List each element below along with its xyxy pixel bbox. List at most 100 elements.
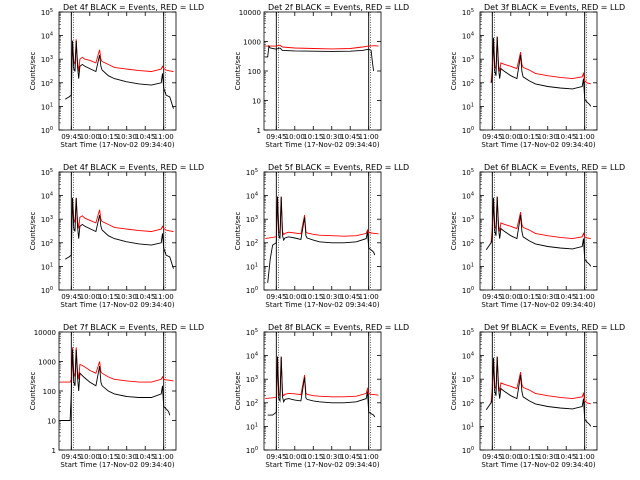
x-axis-title: Start Time (17-Nov-02 09:34:40) bbox=[481, 141, 595, 149]
y-tick-label: 102 bbox=[246, 399, 258, 408]
x-tick-label: 10:30 bbox=[117, 453, 137, 461]
plot-frame bbox=[479, 331, 598, 451]
y-tick-label: 104 bbox=[462, 192, 474, 201]
events-series-line bbox=[60, 349, 171, 421]
y-axis-title: Counts/sec bbox=[29, 372, 37, 411]
y-tick-label: 105 bbox=[246, 328, 258, 337]
panel-title: Det 3f BLACK = Events, RED = LLD bbox=[484, 3, 625, 12]
x-axis-title: Start Time (17-Nov-02 09:34:40) bbox=[265, 141, 379, 149]
x-axis-title: Start Time (17-Nov-02 09:34:40) bbox=[60, 141, 174, 149]
events-series-line bbox=[64, 40, 174, 109]
x-tick-label: 10:00 bbox=[80, 453, 100, 461]
y-tick-label: 101 bbox=[41, 102, 53, 111]
y-tick-label: 100 bbox=[43, 388, 56, 396]
lld-series-line bbox=[265, 44, 379, 50]
plot-frame bbox=[58, 11, 177, 131]
x-tick-label: 10:15 bbox=[519, 453, 539, 461]
y-axis-title: Counts/sec bbox=[29, 212, 37, 251]
x-tick-label: 10:45 bbox=[556, 133, 576, 141]
x-tick-label: 10:00 bbox=[80, 293, 100, 301]
y-tick-label: 103 bbox=[246, 215, 258, 224]
x-tick-label: 11:00 bbox=[359, 293, 379, 301]
y-axis-title: Counts/sec bbox=[234, 212, 242, 251]
y-tick-label: 105 bbox=[462, 8, 474, 17]
plot-frame bbox=[263, 171, 382, 291]
y-tick-label: 1 bbox=[257, 127, 261, 135]
y-tick-label: 103 bbox=[41, 215, 53, 224]
x-tick-label: 10:45 bbox=[135, 453, 155, 461]
x-tick-label: 10:30 bbox=[117, 293, 137, 301]
events-series-line bbox=[485, 196, 592, 267]
y-tick-label: 101 bbox=[462, 262, 474, 271]
y-tick-label: 100 bbox=[248, 68, 261, 76]
y-tick-label: 102 bbox=[41, 79, 53, 88]
x-tick-label: 10:15 bbox=[98, 453, 118, 461]
y-axis-title: Counts/sec bbox=[234, 372, 242, 411]
y-tick-label: 102 bbox=[462, 79, 474, 88]
x-tick-label: 10:30 bbox=[322, 453, 342, 461]
y-tick-label: 104 bbox=[41, 192, 53, 201]
y-tick-label: 105 bbox=[41, 168, 53, 177]
x-tick-label: 10:45 bbox=[135, 133, 155, 141]
plot-frame bbox=[263, 331, 382, 451]
x-tick-label: 11:00 bbox=[154, 133, 174, 141]
y-tick-label: 100 bbox=[246, 446, 258, 455]
x-tick-label: 10:30 bbox=[538, 453, 558, 461]
x-tick-label: 10:15 bbox=[303, 293, 323, 301]
x-tick-label: 09:45 bbox=[482, 293, 502, 301]
x-tick-label: 10:45 bbox=[556, 453, 576, 461]
y-tick-label: 103 bbox=[462, 215, 474, 224]
y-axis-title: Counts/sec bbox=[29, 52, 37, 91]
events-series-line bbox=[267, 196, 376, 283]
y-tick-label: 10000 bbox=[34, 329, 56, 337]
panel-title: Det 8f BLACK = Events, RED = LLD bbox=[268, 323, 409, 332]
x-tick-label: 11:00 bbox=[359, 453, 379, 461]
y-axis-title: Counts/sec bbox=[234, 52, 242, 91]
y-axis-title: Counts/sec bbox=[450, 52, 458, 91]
panel-title: Det 9f BLACK = Events, RED = LLD bbox=[484, 323, 625, 332]
y-tick-label: 105 bbox=[462, 328, 474, 337]
panel-title: Det 2f BLACK = Events, RED = LLD bbox=[268, 3, 409, 12]
x-tick-label: 10:30 bbox=[322, 133, 342, 141]
y-tick-label: 103 bbox=[462, 375, 474, 384]
y-tick-label: 102 bbox=[41, 239, 53, 248]
x-tick-label: 09:45 bbox=[482, 133, 502, 141]
y-tick-label: 103 bbox=[41, 55, 53, 64]
plot-frame bbox=[479, 171, 598, 291]
y-tick-label: 102 bbox=[246, 239, 258, 248]
x-tick-label: 10:45 bbox=[340, 453, 360, 461]
y-tick-label: 101 bbox=[246, 262, 258, 271]
x-tick-label: 10:45 bbox=[340, 133, 360, 141]
x-axis-title: Start Time (17-Nov-02 09:34:40) bbox=[265, 461, 379, 469]
y-tick-label: 104 bbox=[246, 192, 258, 201]
x-tick-label: 10:00 bbox=[501, 453, 521, 461]
x-tick-label: 09:45 bbox=[61, 293, 81, 301]
x-tick-label: 10:00 bbox=[285, 293, 305, 301]
events-series-line bbox=[64, 197, 174, 269]
x-tick-label: 10:15 bbox=[98, 293, 118, 301]
x-tick-label: 10:45 bbox=[135, 293, 155, 301]
x-tick-label: 10:00 bbox=[285, 453, 305, 461]
x-tick-label: 09:45 bbox=[266, 293, 286, 301]
x-axis-title: Start Time (17-Nov-02 09:34:40) bbox=[481, 301, 595, 309]
y-tick-label: 100 bbox=[462, 286, 474, 295]
x-tick-label: 10:30 bbox=[117, 133, 137, 141]
y-tick-label: 100 bbox=[462, 126, 474, 135]
x-axis-title: Start Time (17-Nov-02 09:34:40) bbox=[60, 301, 174, 309]
y-tick-label: 104 bbox=[41, 32, 53, 41]
x-axis-title: Start Time (17-Nov-02 09:34:40) bbox=[481, 461, 595, 469]
y-tick-label: 10000 bbox=[239, 9, 261, 17]
y-axis-title: Counts/sec bbox=[450, 212, 458, 251]
x-tick-label: 11:00 bbox=[575, 133, 595, 141]
events-series-line bbox=[485, 356, 592, 427]
y-tick-label: 101 bbox=[246, 422, 258, 431]
x-axis-title: Start Time (17-Nov-02 09:34:40) bbox=[265, 301, 379, 309]
x-tick-label: 09:45 bbox=[266, 133, 286, 141]
